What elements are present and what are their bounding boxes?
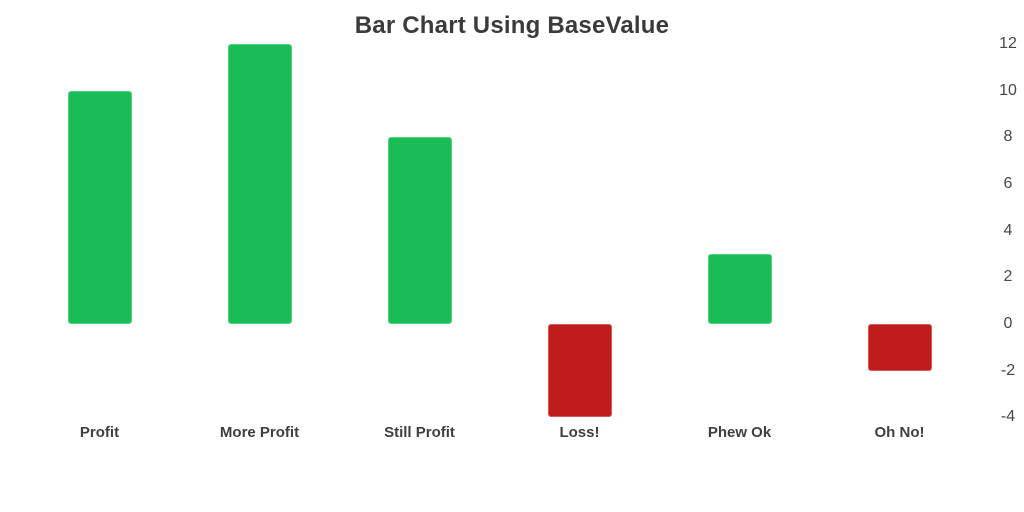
x-label-still-profit: Still Profit <box>384 424 455 441</box>
bar-still-profit[interactable] <box>387 137 452 324</box>
bar-loss[interactable] <box>547 324 612 418</box>
y-tick-label-4: 4 <box>1003 221 1013 239</box>
bar-phew-ok[interactable] <box>707 254 772 324</box>
bar-profit[interactable] <box>67 90 132 324</box>
y-tick-label-12: 12 <box>999 35 1017 52</box>
y-tick-label-neg4: -4 <box>1000 408 1016 426</box>
y-tick-label-10: 10 <box>999 81 1017 99</box>
x-label-oh-no: Oh No! <box>874 424 925 441</box>
x-label-loss: Loss! <box>559 424 600 441</box>
y-tick-label-2: 2 <box>1003 268 1013 286</box>
x-label-more-profit: More Profit <box>219 424 300 441</box>
y-tick-label-6: 6 <box>1003 175 1013 192</box>
chart-title: Bar Chart Using BaseValue <box>354 12 670 39</box>
bar-more-profit[interactable] <box>227 44 292 324</box>
x-label-phew-ok: Phew Ok <box>707 424 772 441</box>
y-tick-label-0: 0 <box>1003 315 1013 332</box>
y-tick-label-8: 8 <box>1003 128 1013 146</box>
x-label-profit: Profit <box>79 424 120 441</box>
bar-oh-no[interactable] <box>867 324 932 371</box>
y-tick-label-neg2: -2 <box>1000 361 1016 379</box>
